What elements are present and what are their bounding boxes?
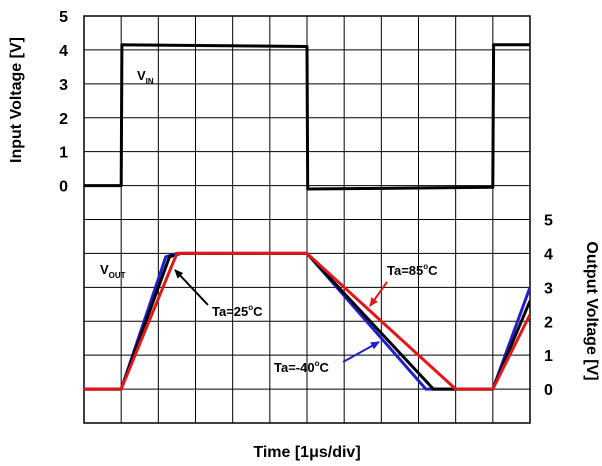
left-tick-label: 3 — [59, 77, 68, 94]
left-tick-label: 5 — [59, 9, 68, 26]
left-tick-label: 2 — [59, 111, 68, 128]
series-line-vout-85c — [84, 251, 530, 391]
right-tick-label: 0 — [544, 382, 553, 399]
left-tick-labels: 5 4 3 2 1 0 — [59, 9, 68, 196]
ta85-arrow — [369, 281, 388, 307]
ta25-arrow — [174, 269, 209, 306]
x-axis-title: Time [1μs/div] — [253, 444, 360, 461]
ta40-arrow — [342, 341, 380, 363]
ta25-label: Ta=25oC — [212, 303, 263, 319]
right-tick-label: 4 — [544, 246, 553, 263]
ta85-label: Ta=85oC — [387, 262, 438, 278]
vin-label: VIN — [137, 68, 154, 86]
vout-label: VOUT — [100, 262, 126, 280]
right-tick-labels: 5 4 3 2 1 0 — [544, 213, 553, 400]
right-tick-label: 1 — [544, 348, 553, 365]
left-axis-title: Input Voltage [V] — [8, 37, 25, 163]
left-tick-label: 0 — [59, 179, 68, 196]
left-tick-label: 1 — [59, 145, 68, 162]
right-tick-label: 3 — [544, 280, 553, 297]
plot-frame — [83, 15, 531, 424]
series-line-vin — [84, 43, 530, 191]
left-tick-label: 4 — [59, 43, 68, 60]
series-layer — [84, 43, 530, 391]
right-axis-title: Output Voltage [V] — [583, 241, 600, 380]
ta40-label: Ta=-40oC — [274, 359, 329, 375]
right-tick-label: 2 — [544, 314, 553, 331]
right-tick-label: 5 — [544, 213, 553, 230]
